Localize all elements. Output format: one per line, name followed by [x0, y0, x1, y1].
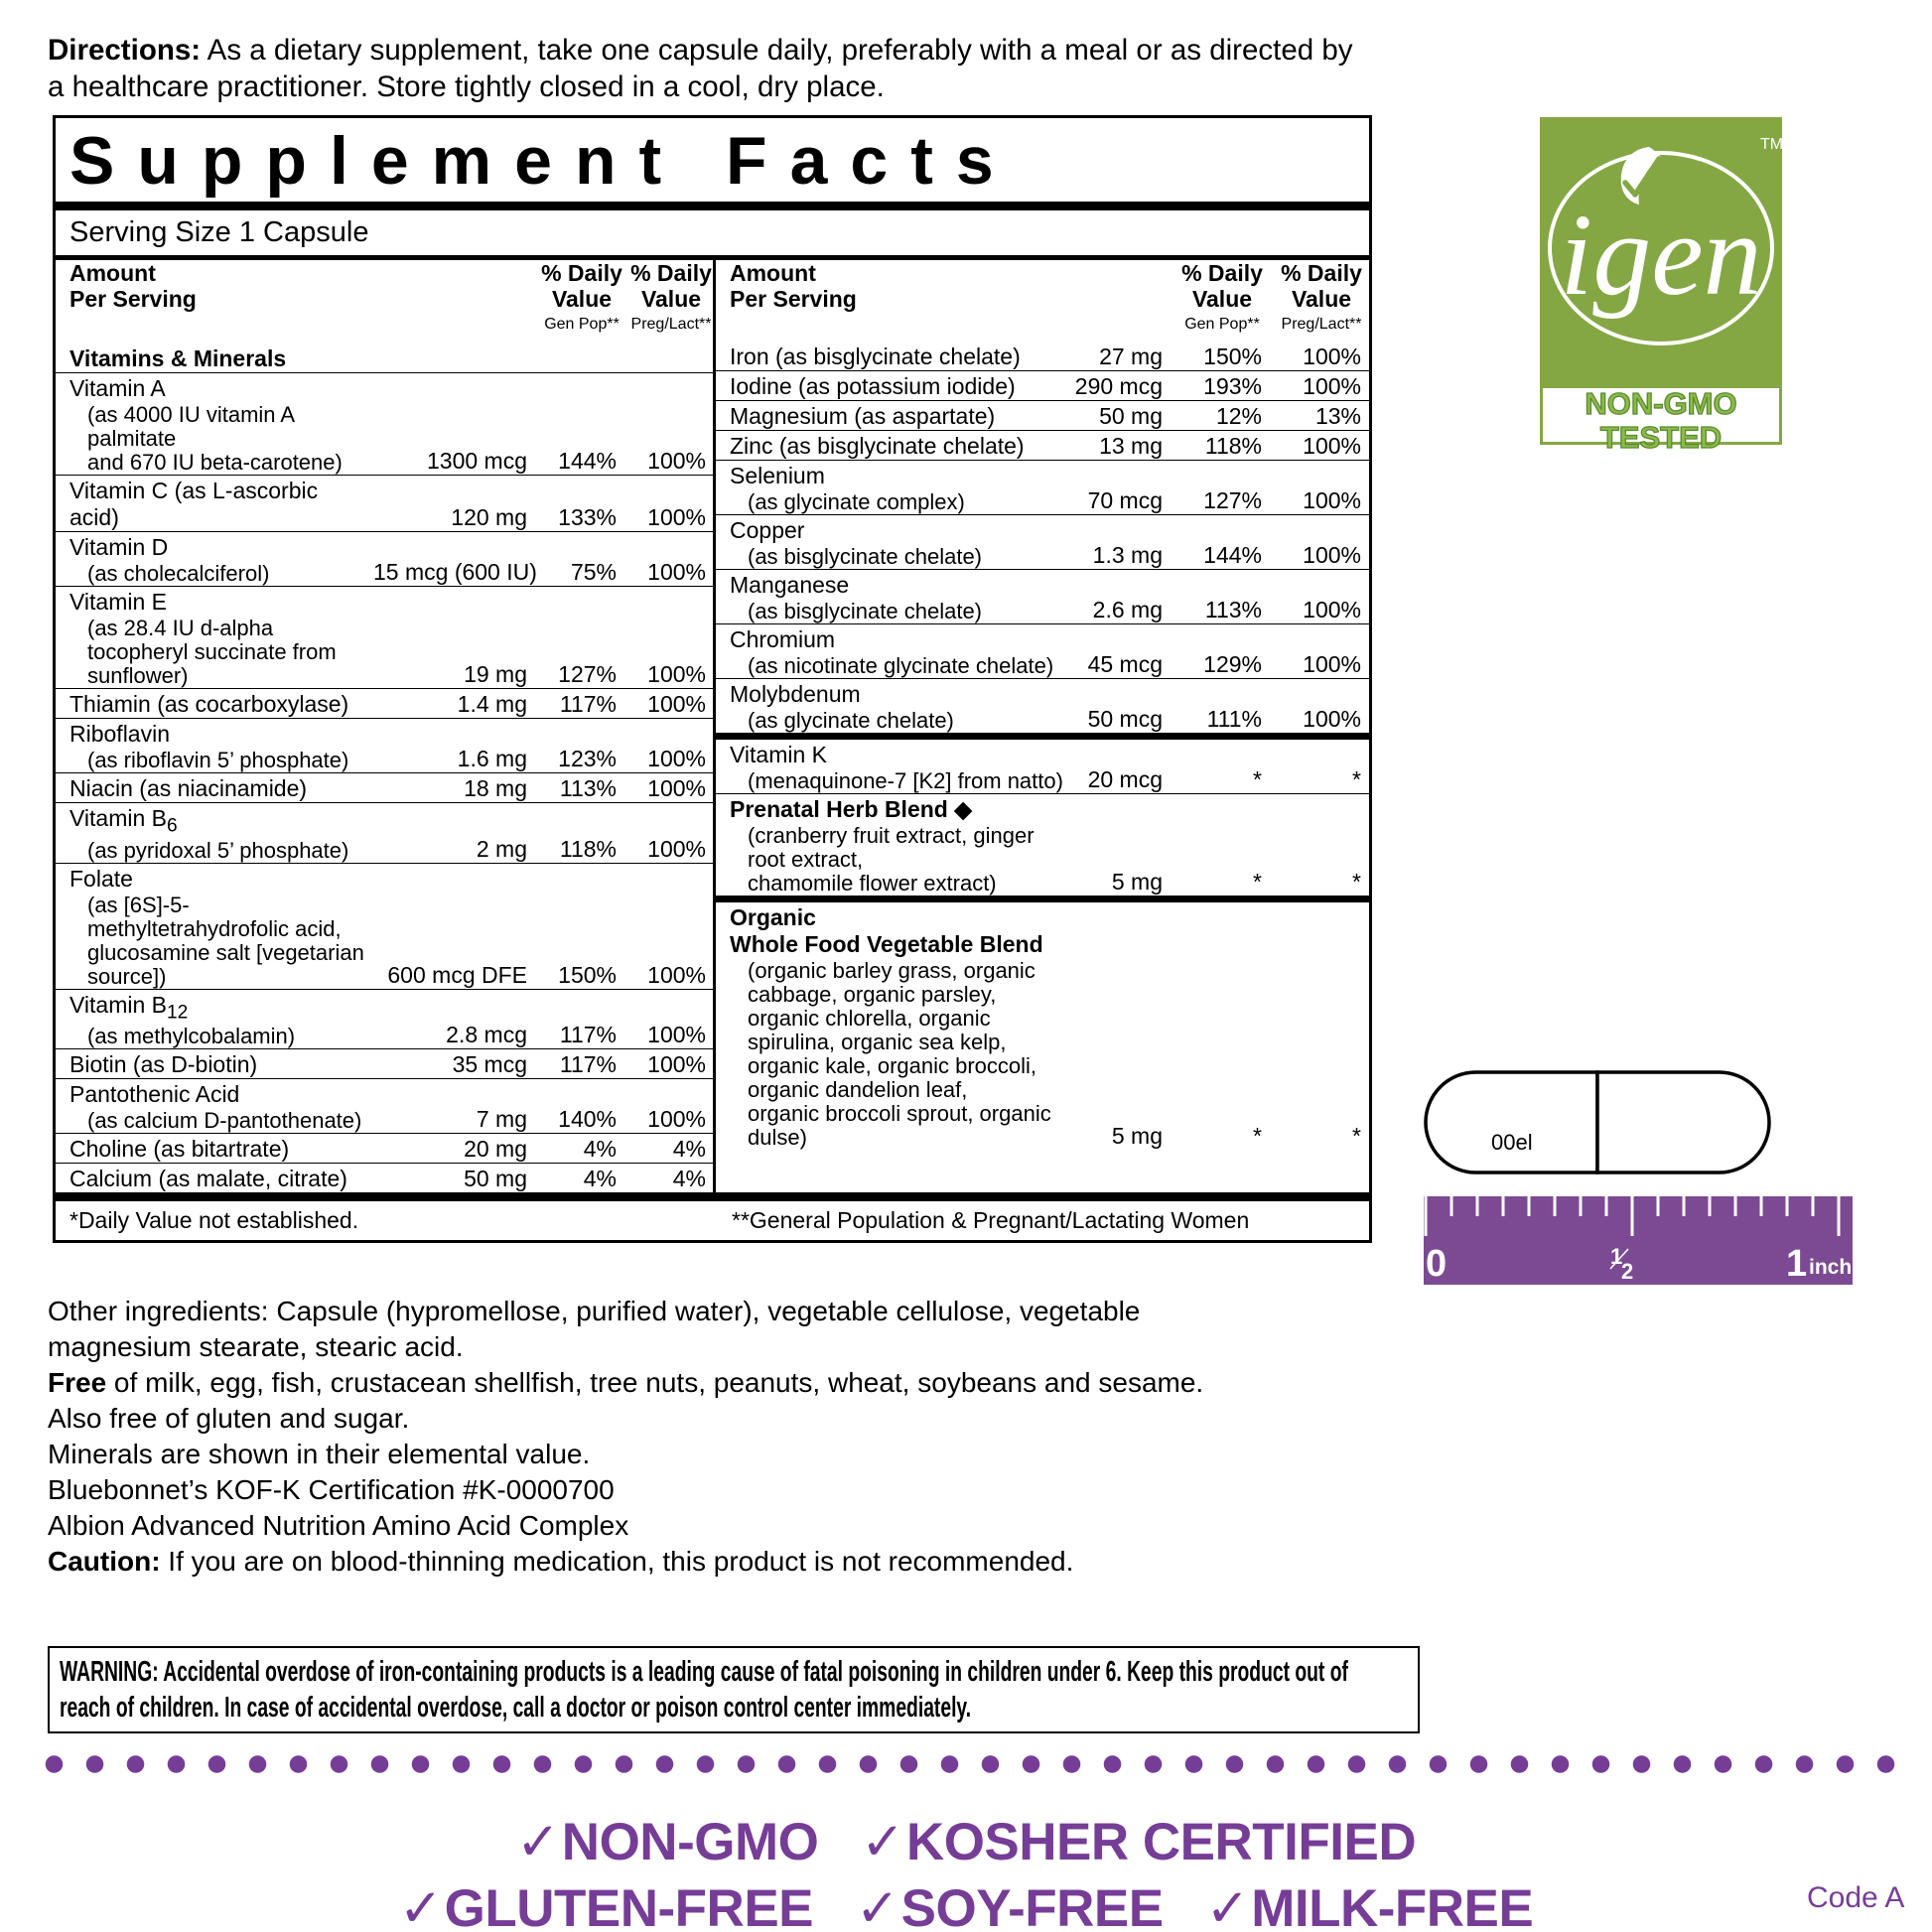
- svg-text:igen: igen: [1560, 190, 1761, 320]
- svg-text:TM: TM: [1760, 136, 1782, 153]
- svg-text:00el: 00el: [1491, 1130, 1533, 1155]
- svg-text:inch: inch: [1809, 1256, 1852, 1279]
- svg-text:0: 0: [1426, 1243, 1447, 1285]
- svg-text:2: 2: [1621, 1259, 1633, 1284]
- svg-text:1: 1: [1786, 1243, 1807, 1285]
